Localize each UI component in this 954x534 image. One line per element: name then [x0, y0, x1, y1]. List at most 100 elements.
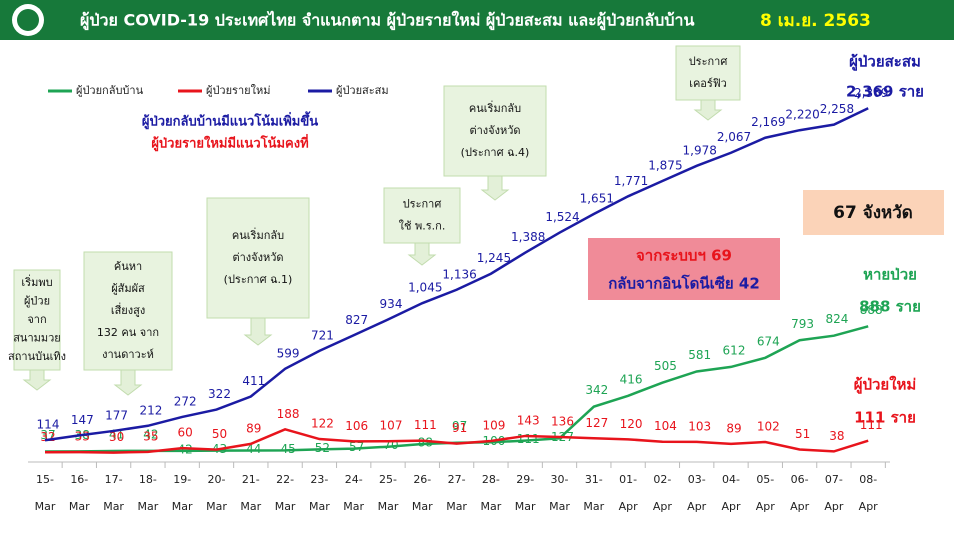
- data-label: 1,771: [614, 174, 648, 188]
- legend-label: ผู้ป่วยรายใหม่: [206, 84, 270, 97]
- series-line: [44, 107, 869, 442]
- callout-text: ผู้ป่วย: [24, 295, 50, 308]
- new-label: ผู้ป่วยใหม่: [854, 376, 917, 395]
- x-tick-label: 26-Mar: [411, 473, 433, 513]
- x-tick-label: 06-Apr: [790, 473, 810, 513]
- x-tick-label: 23-Mar: [309, 473, 330, 513]
- data-label: 212: [139, 403, 162, 417]
- data-label: 505: [654, 359, 677, 373]
- data-label: 143: [517, 413, 540, 427]
- callout-box: [443, 85, 547, 177]
- callout-box: [383, 187, 461, 244]
- callout-arrow: [693, 99, 723, 121]
- callout-text: เคอร์ฟิว: [689, 77, 727, 90]
- callout-text: คนเริ่มกลับ: [232, 227, 284, 242]
- x-tick-label: 03-Apr: [687, 473, 707, 513]
- data-label: 934: [380, 297, 403, 311]
- data-label: 89: [246, 421, 261, 435]
- data-label: 42: [143, 427, 158, 441]
- data-label: 52: [315, 441, 330, 455]
- data-label: 97: [452, 419, 467, 433]
- note: ผู้ป่วยกลับบ้านมีแนวโน้มเพิ่มขึ้น: [142, 111, 318, 130]
- province-box: [803, 190, 944, 235]
- recovered-label: หายป่วย: [863, 266, 917, 284]
- data-label: 793: [791, 317, 814, 331]
- source-box: [588, 238, 780, 300]
- recovered-value: 888 ราย: [859, 298, 921, 316]
- x-tick-label: 04-Apr: [721, 473, 741, 513]
- x-tick-label: 08-Apr: [858, 473, 878, 513]
- data-label: 1,651: [580, 191, 614, 205]
- legend-label: ผู้ป่วยกลับบ้าน: [76, 84, 144, 97]
- data-label: 91: [452, 421, 467, 435]
- data-label: 1,136: [442, 267, 476, 281]
- data-label: 111: [517, 432, 540, 446]
- data-label: 1,388: [511, 230, 545, 244]
- data-label: 35: [143, 429, 158, 443]
- data-label: 2,369: [854, 86, 888, 100]
- x-tick-label: 22-Mar: [274, 473, 296, 513]
- data-label: 44: [246, 442, 261, 456]
- callout-text: จาก: [27, 313, 46, 326]
- new-value: 111 ราย: [854, 409, 916, 427]
- data-label: 104: [654, 419, 677, 433]
- data-label: 2,169: [751, 115, 785, 129]
- data-label: 127: [585, 416, 608, 430]
- x-tick-label: 21-Mar: [240, 473, 262, 513]
- callout-arrow: [407, 242, 437, 266]
- data-label: 57: [349, 440, 364, 454]
- data-label: 103: [688, 419, 711, 433]
- data-label: 342: [585, 383, 608, 397]
- data-label: 106: [345, 419, 368, 433]
- data-label: 599: [277, 346, 300, 360]
- data-label: 88: [418, 436, 433, 450]
- legend-label: ผู้ป่วยสะสม: [336, 84, 389, 97]
- callout-text: ผู้สัมผัส: [111, 282, 145, 295]
- x-tick-label: 20-Mar: [206, 473, 227, 513]
- data-label: 2,067: [717, 130, 751, 144]
- callout-text: ต่างจังหวัด: [469, 124, 520, 137]
- data-label: 1,045: [408, 281, 442, 295]
- x-tick-label: 17-Mar: [103, 473, 124, 513]
- data-label: 30: [109, 430, 124, 444]
- data-label: 122: [311, 417, 334, 431]
- callout-box: [206, 197, 310, 319]
- data-label: 147: [71, 413, 94, 427]
- callout-text: ต่างจังหวัด: [232, 251, 283, 264]
- callout-arrow: [243, 317, 273, 346]
- x-tick-label: 19-Mar: [171, 473, 193, 513]
- x-tick-label: 01-Apr: [618, 473, 638, 513]
- x-tick-label: 15-Mar: [34, 473, 56, 513]
- callout-text: ประกาศ: [689, 55, 728, 68]
- data-label: 827: [345, 313, 368, 327]
- callout-arrow: [113, 369, 143, 396]
- callout-text: คนเริ่มกลับ: [469, 100, 521, 115]
- data-label: 272: [174, 394, 197, 408]
- callout-text: งานดาวะห์: [102, 348, 154, 361]
- callout-text: (ประกาศ ฉ.1): [224, 273, 293, 286]
- x-tick-label: 30-Mar: [549, 473, 570, 513]
- callout-text: 132 คน จาก: [97, 326, 159, 339]
- callout-text: ค้นหา: [114, 260, 142, 273]
- data-label: 416: [620, 372, 643, 386]
- data-label: 322: [208, 387, 231, 401]
- x-tick-label: 31-Mar: [583, 473, 605, 513]
- data-label: 1,524: [545, 210, 579, 224]
- data-label: 111: [414, 418, 437, 432]
- logo-inner: [17, 9, 39, 31]
- source-line: กลับจากอินโดนีเซีย 42: [608, 274, 760, 293]
- callout-text: สนามมวย: [13, 331, 61, 344]
- series-line: [44, 428, 869, 454]
- x-tick-label: 25-Mar: [377, 473, 399, 513]
- data-label: 177: [105, 408, 128, 422]
- callout-text: ประกาศ: [403, 198, 442, 211]
- data-label: 188: [277, 407, 300, 421]
- x-tick-label: 16-Mar: [68, 473, 90, 513]
- data-label: 1,245: [477, 251, 511, 265]
- date: 8 เม.ย. 2563: [760, 11, 871, 31]
- data-label: 2,220: [785, 108, 819, 122]
- data-label: 38: [829, 429, 844, 443]
- callout-text: สถานบันเทิง: [8, 350, 66, 363]
